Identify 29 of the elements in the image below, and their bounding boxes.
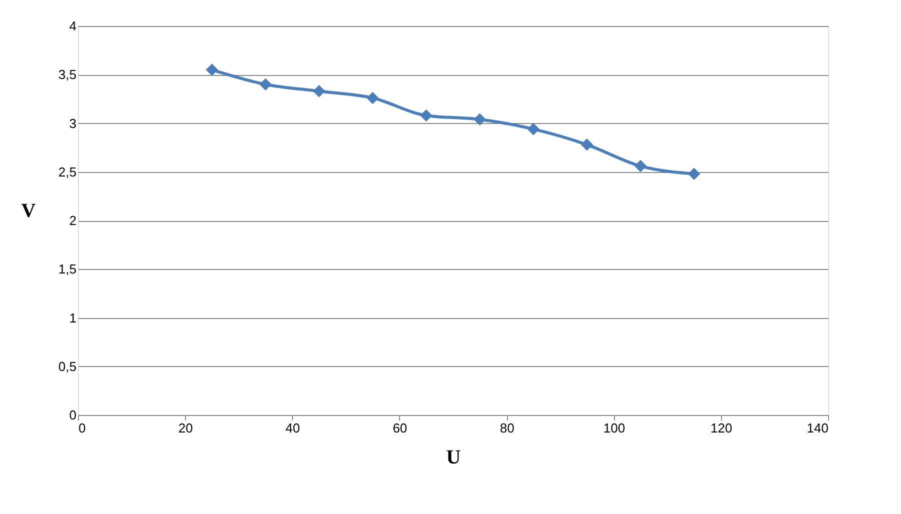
x-tick-label: 100 [603,420,626,436]
x-axis-title: U [446,446,461,468]
y-tick-label: 4 [69,18,76,34]
point [312,85,326,98]
y-axis-title: V [21,200,36,222]
x-tick-label: 20 [178,420,193,436]
y-tick-label: 2 [69,213,76,228]
y-tick-label: 0,5 [58,358,76,374]
point [634,160,647,172]
x-tick-label: 60 [392,420,408,436]
y-tick-label: 3 [69,116,76,131]
x-tick-label: 80 [500,420,514,436]
point [206,64,218,76]
x-tick-label: 140 [806,420,828,436]
x-tick-label: 0 [78,420,86,436]
x-tick-label: 40 [286,420,300,436]
y-tick-label: 1,5 [58,262,76,277]
point [259,78,272,90]
y-tick-label: 2,5 [58,164,76,180]
y-tick-label: 3,5 [58,67,76,82]
point [366,92,379,104]
y-tick-label: 1 [69,310,76,326]
y-tick-label: 0 [69,408,76,422]
point [420,109,432,122]
point [527,122,540,136]
point [580,138,594,151]
point [474,113,486,126]
x-tick-label: 120 [710,420,732,436]
point [688,168,700,180]
